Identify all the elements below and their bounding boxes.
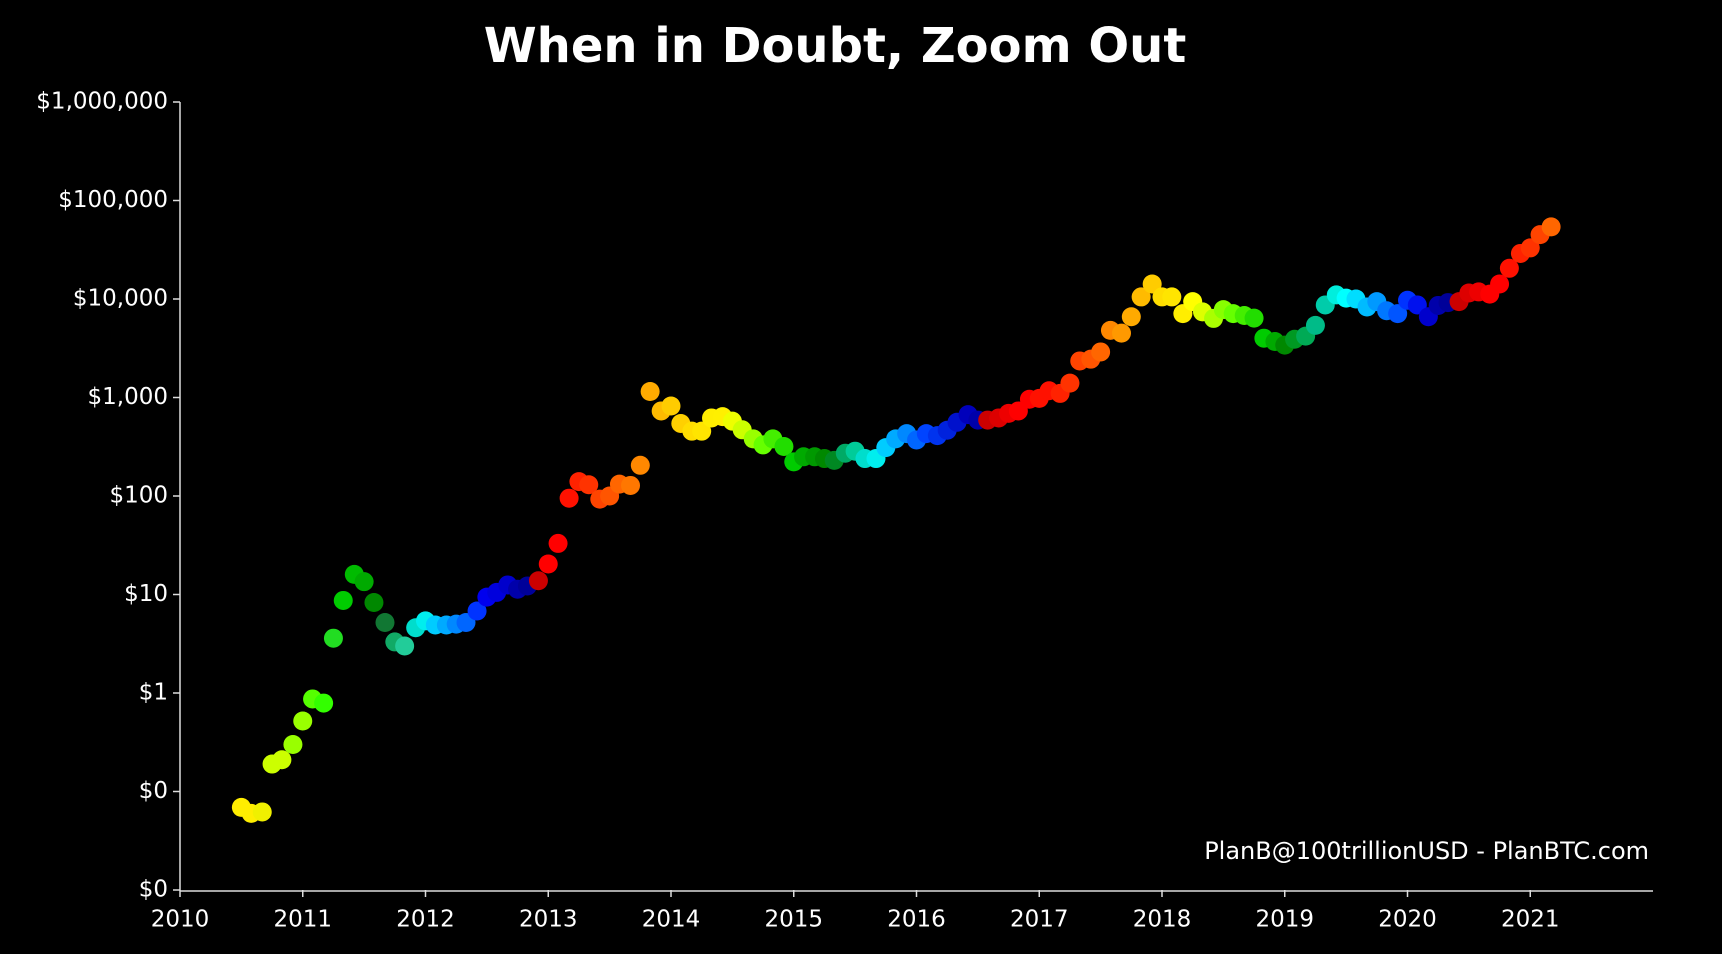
x-tick-label: 2013 bbox=[519, 907, 578, 933]
point bbox=[1162, 287, 1182, 307]
y-tick-label: $1,000 bbox=[88, 384, 168, 410]
chart-title: When in Doubt, Zoom Out bbox=[484, 18, 1187, 74]
x-tick-label: 2021 bbox=[1501, 907, 1560, 933]
point bbox=[548, 533, 568, 553]
x-tick-label: 2015 bbox=[764, 907, 823, 933]
point bbox=[1520, 238, 1540, 258]
x-tick-label: 2014 bbox=[642, 907, 701, 933]
point bbox=[1121, 307, 1141, 327]
point bbox=[333, 590, 353, 610]
point bbox=[364, 592, 384, 612]
point bbox=[283, 735, 303, 755]
point bbox=[774, 437, 794, 457]
y-tick-label: $100,000 bbox=[58, 187, 168, 213]
point bbox=[579, 475, 599, 495]
point bbox=[293, 711, 313, 731]
point bbox=[1541, 217, 1561, 237]
point bbox=[1244, 308, 1264, 328]
point bbox=[272, 750, 292, 770]
x-tick-label: 2020 bbox=[1378, 907, 1437, 933]
point bbox=[354, 572, 374, 592]
y-tick-label: $1 bbox=[139, 680, 168, 706]
x-tick-label: 2012 bbox=[396, 907, 455, 933]
x-tick-label: 2016 bbox=[887, 907, 946, 933]
y-tick-label: $1,000,000 bbox=[36, 89, 168, 115]
point bbox=[1060, 373, 1080, 393]
y-tick-label: $0 bbox=[139, 778, 168, 804]
point bbox=[661, 396, 681, 416]
point bbox=[1490, 274, 1510, 294]
y-tick-label: $10,000 bbox=[73, 286, 168, 312]
point bbox=[559, 488, 579, 508]
point bbox=[252, 802, 272, 822]
point bbox=[1305, 315, 1325, 335]
point bbox=[528, 571, 548, 591]
annotation: PlanB@100trillionUSD - PlanBTC.com bbox=[1204, 837, 1649, 865]
point bbox=[467, 601, 487, 621]
point bbox=[375, 612, 395, 632]
x-tick-label: 2018 bbox=[1133, 907, 1192, 933]
y-tick-label: $100 bbox=[109, 483, 168, 509]
point bbox=[314, 693, 334, 713]
x-tick-label: 2011 bbox=[273, 907, 332, 933]
x-tick-label: 2010 bbox=[151, 907, 210, 933]
point bbox=[620, 475, 640, 495]
point bbox=[1388, 304, 1408, 324]
y-tick-label: $0 bbox=[139, 877, 168, 903]
y-tick-label: $10 bbox=[124, 581, 168, 607]
x-tick-label: 2017 bbox=[1010, 907, 1069, 933]
point bbox=[395, 636, 415, 656]
point bbox=[323, 628, 343, 648]
point bbox=[1131, 287, 1151, 307]
point bbox=[630, 455, 650, 475]
point bbox=[1091, 342, 1111, 362]
point bbox=[692, 421, 712, 441]
point bbox=[1142, 274, 1162, 294]
point bbox=[1111, 323, 1131, 343]
point bbox=[640, 382, 660, 402]
x-tick-label: 2019 bbox=[1255, 907, 1314, 933]
point bbox=[1499, 258, 1519, 278]
point bbox=[538, 554, 558, 574]
